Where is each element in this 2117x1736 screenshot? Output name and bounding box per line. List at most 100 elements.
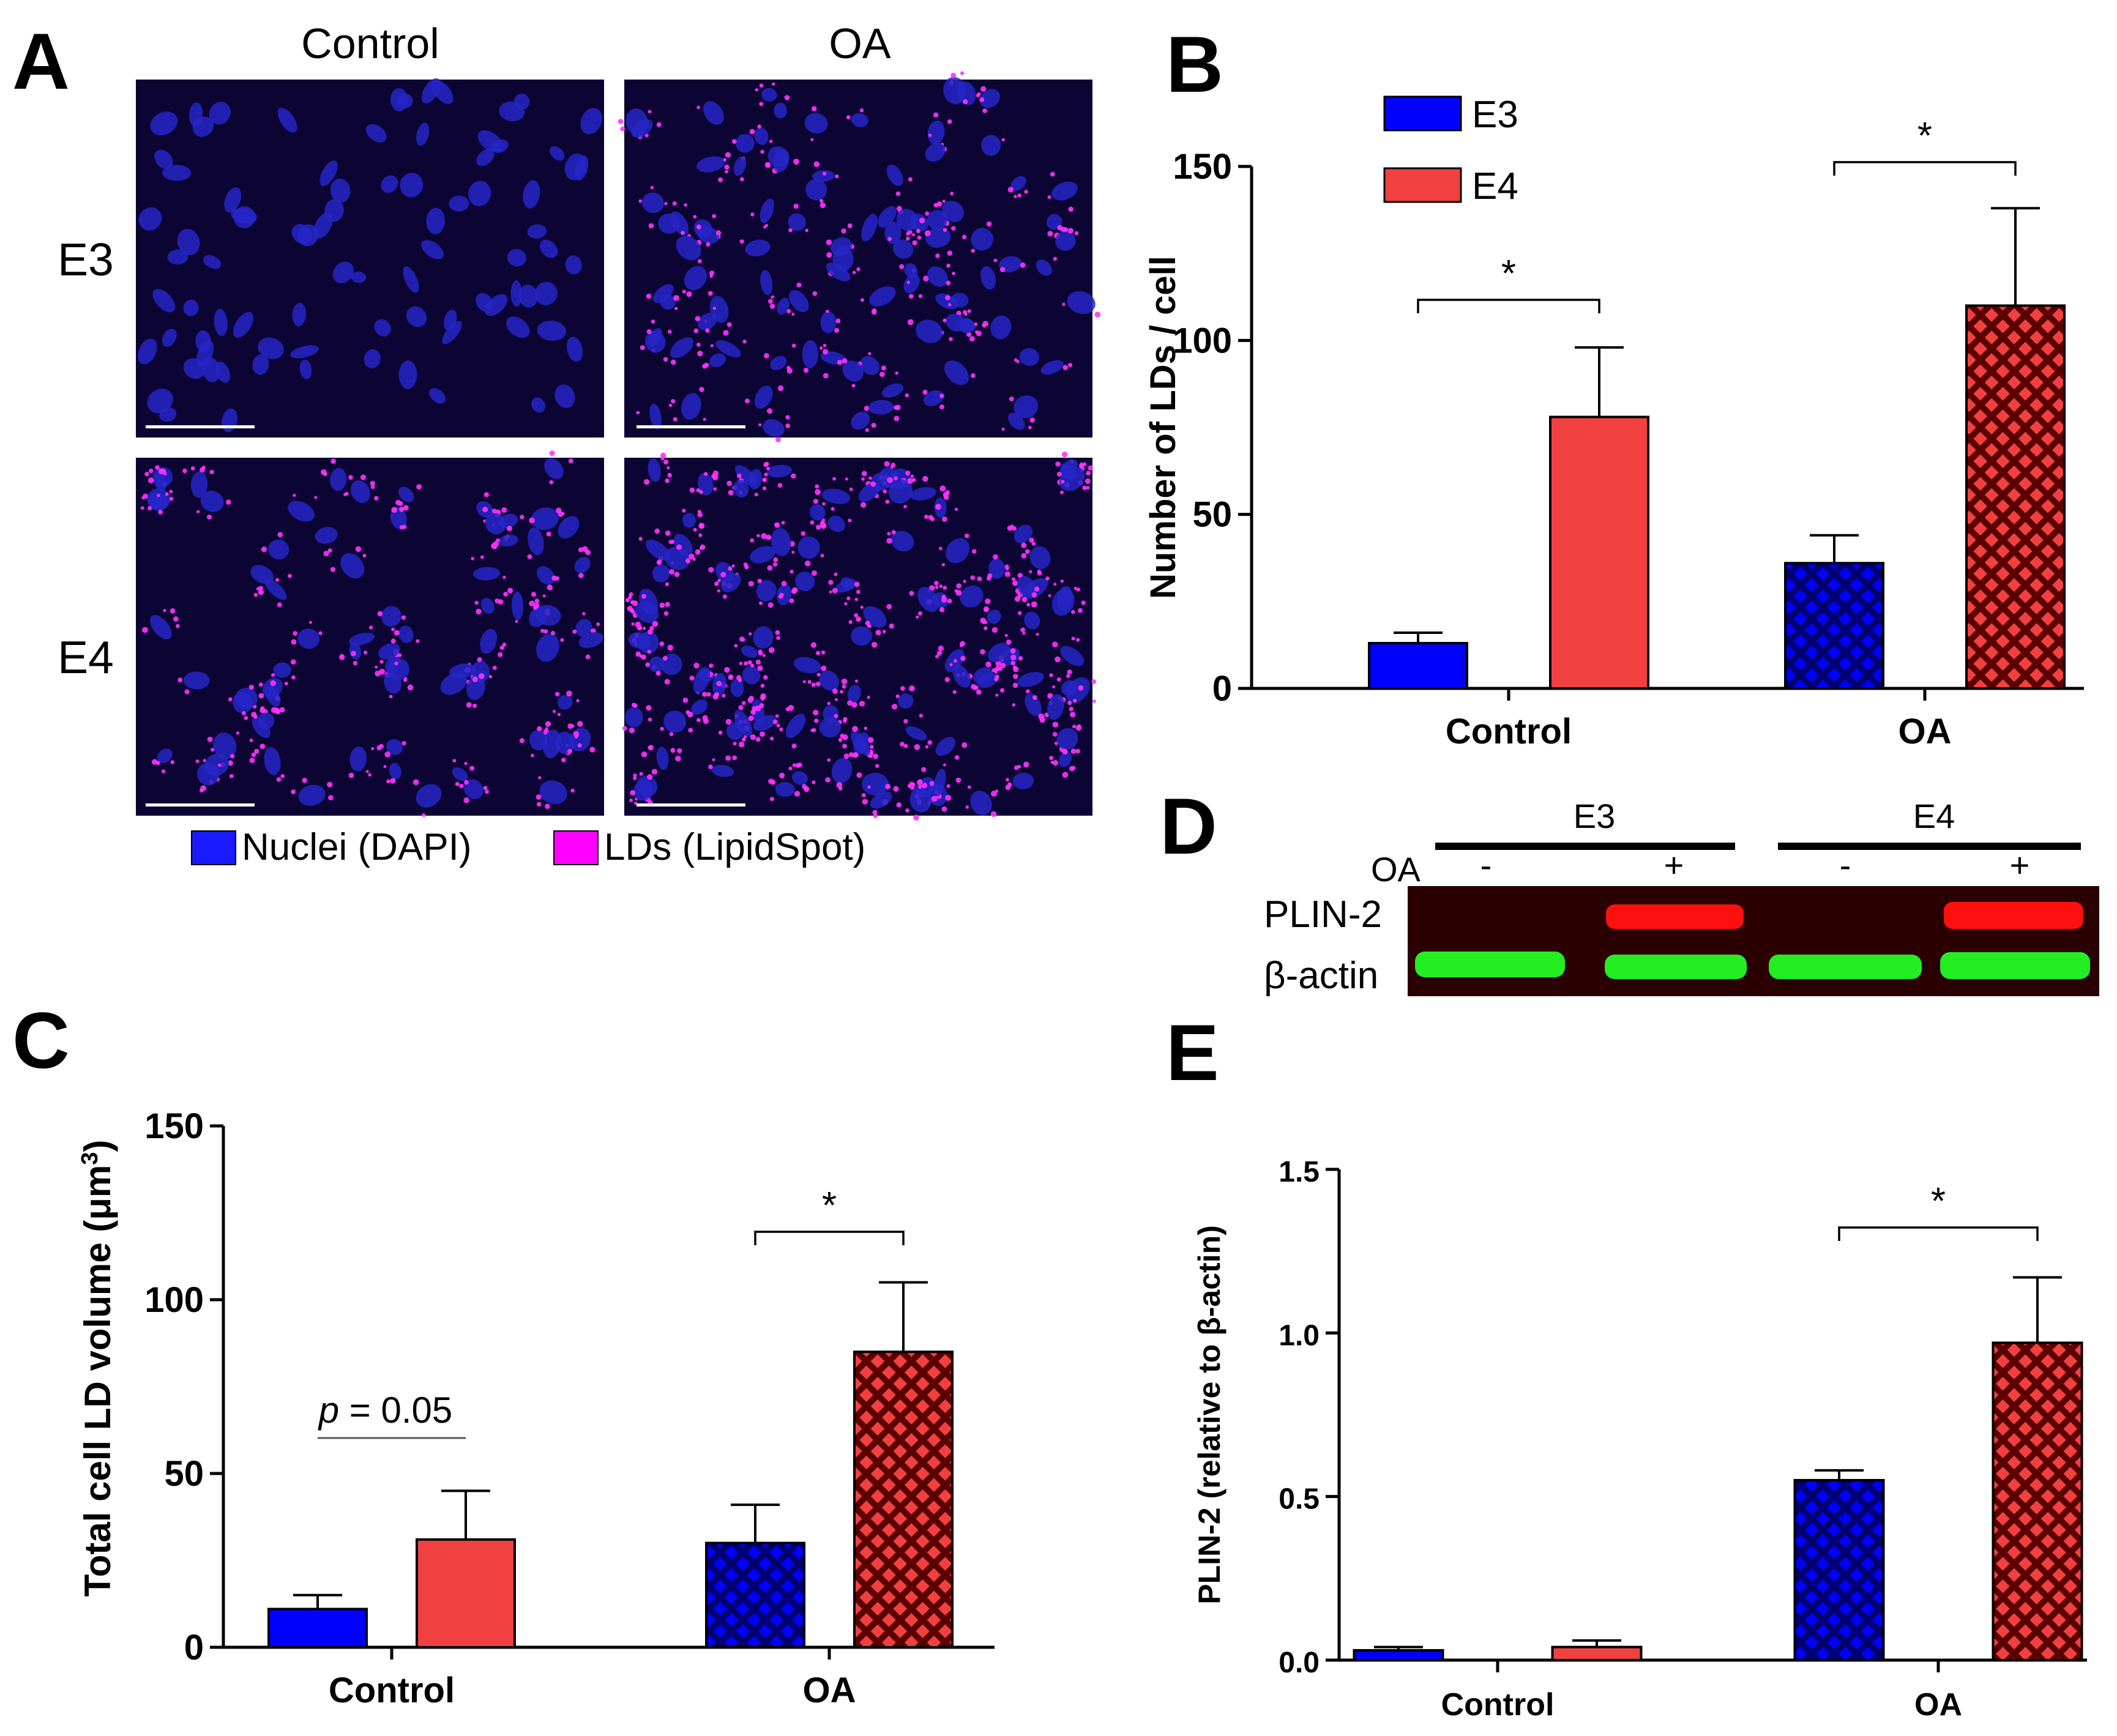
nucleus	[797, 536, 820, 559]
nucleus	[250, 565, 274, 584]
lipid-droplet	[919, 713, 923, 718]
lipid-droplet	[507, 587, 513, 594]
lipid-droplet	[685, 558, 691, 564]
lipid-droplet	[708, 291, 713, 296]
bar-e3-control	[1368, 642, 1468, 690]
lipid-droplet	[728, 490, 734, 496]
nucleus	[652, 564, 670, 583]
y-tick-label: 0	[1212, 669, 1232, 709]
nucleus	[635, 601, 659, 624]
lipid-droplet	[589, 747, 596, 753]
nucleus	[314, 212, 333, 239]
lipid-droplet	[165, 492, 169, 496]
bar-e4-oa	[1992, 1341, 2083, 1661]
lipid-droplet	[744, 564, 749, 570]
lipid-droplet	[768, 647, 775, 654]
lipid-droplet	[956, 583, 961, 589]
lipid-droplet	[777, 385, 784, 392]
lipid-droplet	[1048, 594, 1051, 598]
lipid-droplet	[944, 677, 950, 682]
nucleus	[788, 213, 806, 231]
lipid-droplet	[875, 764, 879, 768]
lipid-droplet	[933, 112, 939, 118]
lipid-droplet	[684, 203, 687, 207]
lipid-droplet	[668, 403, 673, 408]
lipid-droplet	[995, 660, 1002, 667]
lipid-droplet	[717, 589, 720, 593]
lipid-droplet	[391, 627, 395, 631]
lipid-droplet	[764, 472, 768, 477]
lipid-droplet	[1052, 760, 1059, 766]
lipid-droplet	[832, 587, 838, 594]
lipid-droplet	[935, 504, 941, 510]
lipid-droplet	[693, 215, 697, 219]
nucleus	[776, 584, 792, 605]
lipid-droplet	[464, 762, 468, 766]
lipid-droplet	[1068, 363, 1073, 368]
lipid-droplet	[1077, 724, 1081, 728]
nucleus	[793, 657, 821, 674]
lipid-droplet	[969, 336, 975, 342]
lipid-droplet	[401, 615, 406, 620]
lipid-droplet	[743, 661, 749, 666]
lipid-droplet	[625, 598, 630, 603]
lipid-droplet	[1094, 311, 1101, 318]
lipid-droplet	[936, 201, 943, 207]
lipid-droplet	[971, 373, 976, 378]
nucleus	[785, 713, 806, 739]
lipid-droplet	[688, 728, 693, 733]
nucleus	[431, 80, 454, 105]
lipid-droplet	[554, 576, 560, 581]
nucleus	[909, 788, 932, 813]
blot-band-bactin-1	[1415, 952, 1565, 977]
lipid-droplet	[577, 743, 582, 748]
lipid-droplet	[823, 373, 829, 379]
lipid-droplet	[498, 652, 503, 658]
nucleus	[741, 645, 758, 658]
lipid-droplet	[474, 600, 479, 605]
lipid-droplet	[796, 282, 802, 288]
nucleus	[299, 359, 312, 379]
lipid-droplet	[879, 371, 885, 378]
lipid-droplet	[1060, 579, 1064, 583]
lipid-droplet	[885, 783, 891, 789]
lipid-droplet	[999, 267, 1006, 272]
nucleus	[507, 248, 526, 267]
nucleus	[767, 464, 792, 478]
lipid-droplet	[654, 528, 660, 534]
lipid-droplet	[909, 590, 914, 596]
lipid-droplet	[501, 507, 507, 513]
lipid-droplet	[496, 538, 500, 543]
lipid-droplet	[947, 598, 952, 604]
nucleus	[682, 513, 696, 528]
lipid-droplet	[416, 639, 420, 643]
lipid-droplet	[924, 230, 931, 237]
lipid-droplet	[724, 164, 730, 170]
blot-lane-sign-4: +	[2010, 846, 2030, 884]
lipid-droplet	[169, 496, 174, 501]
lipid-droplet	[631, 702, 637, 707]
lipid-droplet	[686, 291, 692, 297]
lipid-droplet	[1068, 206, 1073, 212]
bar-e3-control	[1353, 1648, 1444, 1661]
nucleus	[443, 309, 457, 331]
lipid-droplet	[1005, 784, 1011, 791]
lipid-droplet	[697, 512, 703, 518]
lipid-droplet	[480, 555, 484, 559]
nucleus	[539, 780, 567, 805]
nucleus	[952, 664, 971, 688]
lipid-droplet	[1052, 685, 1056, 689]
nucleus	[485, 294, 508, 316]
lipid-droplet	[955, 777, 961, 783]
lipid-droplet	[812, 291, 818, 296]
lipid-droplet	[578, 547, 583, 553]
lipid-droplet	[641, 751, 648, 758]
lipid-droplet	[980, 86, 987, 92]
lipid-droplet	[147, 506, 152, 511]
lipid-droplet	[760, 731, 766, 737]
lipid-droplet	[176, 624, 180, 628]
lipid-droplet	[917, 235, 922, 240]
nucleus	[406, 306, 427, 327]
lipid-droplet	[1069, 766, 1075, 772]
